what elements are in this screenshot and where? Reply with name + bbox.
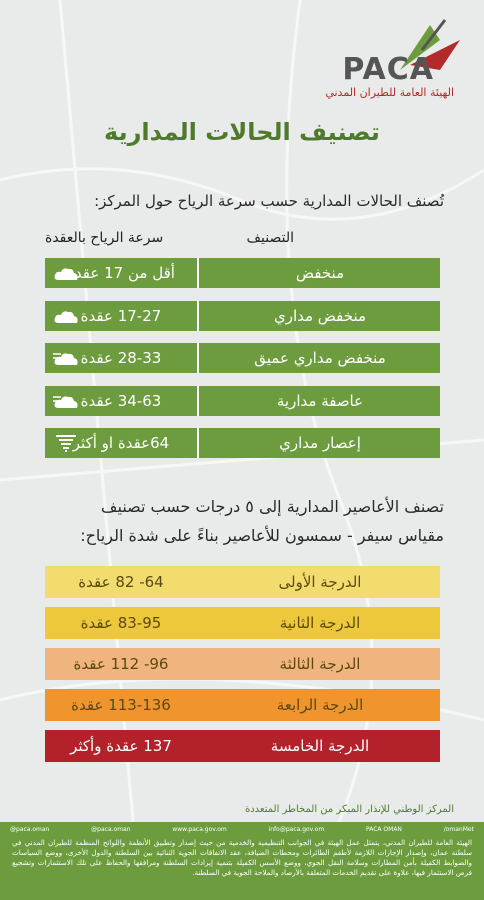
logo-brand: PACA: [342, 52, 434, 87]
grade-name: الدرجة الرابعة: [276, 696, 364, 714]
about-text: الهيئة العامة للطيران المدني، يتمثل عمل …: [12, 838, 472, 877]
wind-speed: 34-63 عقدة: [45, 385, 199, 416]
title: تصنيف الحالات المدارية: [104, 118, 380, 146]
section-heading: تُصنف الحالات المدارية حسب سرعة الرياح ح…: [94, 192, 444, 210]
classification-row: منخفض مداري عميق 28-33 عقدة: [45, 343, 440, 373]
social-handle: @paca.oman: [91, 826, 131, 833]
weather-icon: [54, 268, 78, 280]
footer: @paca.oman @paca.oman www.paca.gov.om info@…: [0, 822, 484, 900]
grade-name: الدرجة الأولى: [278, 573, 362, 591]
grade-speed: 64- 82 عقدة: [78, 573, 164, 591]
grade-name: الدرجة الخامسة: [270, 737, 370, 755]
classification-name: منخفض مداري عميق: [254, 349, 386, 367]
logo-icon: [400, 19, 460, 70]
grade-speed: 96- 112 عقدة: [73, 655, 169, 673]
grade-row: الدرجة الأولى 64- 82 عقدة: [45, 566, 440, 598]
social-links: @paca.oman @paca.oman www.paca.gov.om info@…: [10, 826, 474, 833]
classification-row: منخفض أقل من 17 عقدة: [45, 258, 440, 288]
weather-icon: [53, 353, 78, 365]
grade-speed: 83-95 عقدة: [80, 614, 162, 632]
grade-row: الدرجة الرابعة 113-136 عقدة: [45, 689, 440, 721]
footnote: المركز الوطني للإنذار المبكر من المخاطر …: [244, 804, 454, 815]
grade-row: الدرجة الخامسة 137 عقدة وأكثر: [45, 730, 440, 762]
grade-row: الدرجة الثالثة 96- 112 عقدة: [45, 648, 440, 680]
social-handle: PACA OMAN: [365, 826, 402, 833]
wind-speed: 28-33 عقدة: [45, 343, 199, 373]
classification-row: منخفض مداري 17-27 عقدة: [45, 300, 440, 331]
wind-speed: 64عقدة او أكثر: [45, 428, 199, 458]
classification-name: منخفض مداري: [273, 306, 367, 325]
classification-name: منخفض: [295, 264, 345, 282]
classification-row: عاصفة مدارية 34-63 عقدة: [45, 385, 440, 416]
social-handle: info@paca.gov.om: [268, 826, 325, 833]
weather-icon: [56, 435, 76, 452]
classification-name: إعصار مداري: [279, 434, 361, 452]
section-heading: مقياس سيفر - سمسون للأعاصير بناءً على شد…: [80, 526, 444, 545]
social-handle: /omanMet: [443, 826, 474, 833]
classification-name: عاصفة مدارية: [276, 391, 364, 410]
social-handle: @paca.oman: [10, 826, 50, 833]
social-handle: www.paca.gov.om: [172, 826, 227, 833]
section-heading: تصنف الأعاصير المدارية إلى ٥ درجات حسب ت…: [100, 497, 444, 516]
wind-speed: 17-27 عقدة: [45, 300, 199, 331]
grade-row: الدرجة الثانية 83-95 عقدة: [45, 607, 440, 639]
weather-icon: [53, 395, 78, 408]
grade-name: الدرجة الثالثة: [279, 655, 361, 673]
weather-icon: [54, 310, 78, 323]
classification-row: إعصار مداري 64عقدة او أكثر: [45, 428, 440, 458]
column-header: التصنيف: [246, 230, 294, 246]
grade-name: الدرجة الثانية: [279, 614, 361, 632]
grade-speed: 137 عقدة وأكثر: [70, 737, 172, 755]
column-header: سرعة الرياح بالعقدة: [45, 230, 164, 246]
grade-speed: 113-136 عقدة: [71, 696, 171, 714]
logo-name: الهيئة العامة للطيران المدني: [325, 86, 454, 99]
